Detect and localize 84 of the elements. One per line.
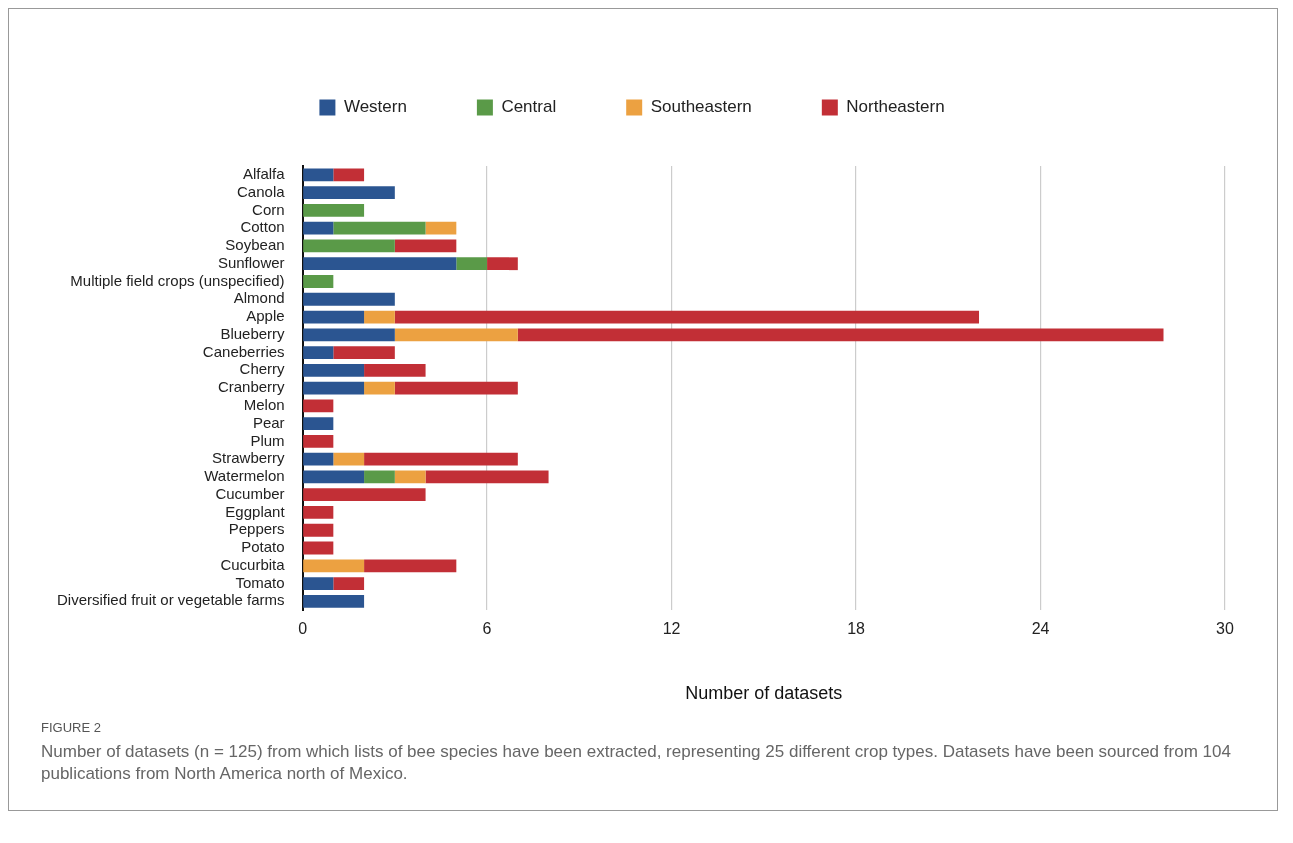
y-tick-label: Eggplant bbox=[225, 502, 286, 520]
y-tick-label: Multiple field crops (unspecified) bbox=[70, 271, 285, 289]
y-tick-label: Tomato bbox=[235, 573, 285, 591]
caption: FIGURE 2 bbox=[41, 719, 102, 737]
legend-label: Northeastern bbox=[846, 97, 945, 117]
bar bbox=[456, 257, 488, 271]
y-tick-label: Cucumber bbox=[215, 484, 285, 502]
bar bbox=[394, 470, 426, 484]
text: Number of datasets (n = 125) from which lists of bee species have been extracted, representing 25 different crop types. Datasets have been sourced from 104 publications from North America north of Mexico. bbox=[41, 740, 1232, 786]
bar bbox=[303, 186, 395, 200]
y-tick-label: Cucurbita bbox=[220, 555, 286, 573]
bar bbox=[303, 239, 395, 253]
bar bbox=[364, 559, 457, 573]
bar bbox=[394, 239, 457, 253]
bar bbox=[303, 257, 457, 271]
bar bbox=[303, 399, 334, 413]
y-tick-label: Cherry bbox=[239, 360, 286, 378]
y-tick-label: Peppers bbox=[228, 520, 285, 538]
bar bbox=[303, 417, 334, 431]
bar bbox=[487, 257, 518, 271]
x-axis-title: Number of datasets bbox=[685, 683, 843, 704]
bar bbox=[303, 346, 334, 359]
x-tick-label: 30 bbox=[1216, 620, 1234, 638]
bar bbox=[364, 452, 518, 466]
y-tick-label: Diversified fruit or vegetable farms bbox=[56, 591, 285, 609]
y-tick-label: Soybean bbox=[225, 236, 285, 254]
bar bbox=[364, 470, 395, 484]
bar bbox=[364, 363, 426, 377]
bar bbox=[303, 523, 334, 537]
x-tick-label: 18 bbox=[847, 620, 866, 638]
bar bbox=[303, 221, 334, 235]
bar bbox=[394, 310, 980, 324]
bar bbox=[303, 577, 334, 590]
x-tick-label: 0 bbox=[298, 620, 308, 638]
bar bbox=[303, 328, 395, 342]
y-tick-label: Melon bbox=[243, 396, 285, 414]
y-tick-label: Corn bbox=[252, 200, 285, 218]
bar bbox=[303, 594, 365, 608]
x-tick-label: 12 bbox=[662, 620, 681, 638]
y-tick-label: Almond bbox=[233, 289, 285, 307]
bar bbox=[394, 381, 518, 395]
bar bbox=[425, 470, 549, 484]
bar bbox=[364, 381, 395, 395]
bar bbox=[333, 452, 365, 466]
y-tick-label: Blueberry bbox=[220, 324, 286, 342]
y-tick-label: Canola bbox=[237, 182, 286, 200]
y-tick-label: Caneberries bbox=[202, 342, 285, 360]
x-tick-label: 6 bbox=[482, 620, 492, 638]
y-tick-label: Cranberry bbox=[217, 378, 286, 396]
bar bbox=[333, 346, 395, 359]
y-tick-label: Plum bbox=[250, 431, 285, 449]
bar bbox=[303, 506, 334, 519]
bar bbox=[303, 452, 334, 466]
bar bbox=[333, 221, 426, 235]
bar bbox=[394, 328, 518, 342]
bar bbox=[517, 328, 1164, 342]
bar bbox=[364, 310, 395, 324]
y-tick-label: Watermelon bbox=[204, 467, 285, 485]
legend-label: Western bbox=[343, 97, 407, 117]
y-tick-label: Pear bbox=[252, 413, 285, 431]
bar bbox=[303, 204, 365, 217]
bar bbox=[303, 381, 365, 395]
y-tick-label: Sunflower bbox=[217, 253, 285, 271]
legend-label: Central bbox=[501, 97, 557, 117]
y-tick-label: Strawberry bbox=[212, 449, 286, 467]
y-tick-label: Cotton bbox=[240, 218, 285, 236]
bar bbox=[333, 168, 365, 182]
bar bbox=[303, 310, 365, 324]
y-tick-label: Apple bbox=[246, 307, 285, 325]
bar bbox=[303, 275, 334, 288]
bar bbox=[425, 221, 457, 235]
y-tick-label: Potato bbox=[241, 538, 285, 556]
bar bbox=[333, 577, 365, 590]
legend-label: Southeastern bbox=[650, 97, 752, 117]
bar bbox=[303, 435, 334, 448]
bar bbox=[303, 168, 334, 182]
bar bbox=[303, 363, 365, 377]
bar bbox=[303, 541, 334, 555]
bar bbox=[303, 292, 395, 306]
bar bbox=[303, 488, 426, 502]
bar bbox=[303, 470, 365, 484]
x-tick-label: 24 bbox=[1031, 620, 1050, 638]
bar bbox=[303, 559, 365, 573]
y-tick-label: Alfalfa bbox=[242, 165, 286, 183]
